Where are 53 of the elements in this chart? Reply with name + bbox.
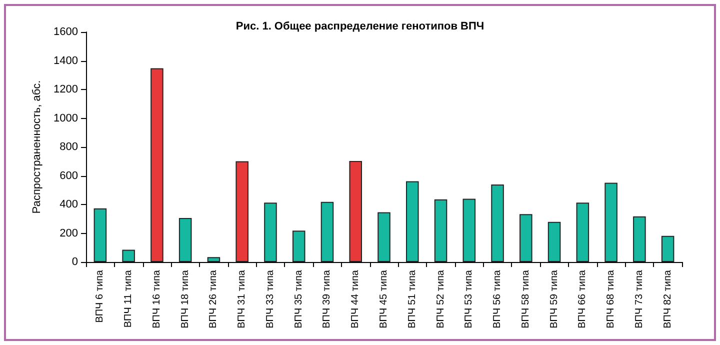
bar xyxy=(349,160,362,262)
x-tick-label: ВПЧ 51 типа xyxy=(406,270,418,328)
x-tick-label: ВПЧ 44 типа xyxy=(350,270,362,328)
y-tick-label: 1400 xyxy=(54,54,78,67)
x-tick-label: ВПЧ 31 типа xyxy=(236,270,248,328)
x-tick-label: ВПЧ 73 типа xyxy=(634,270,645,328)
bar xyxy=(178,218,192,262)
bar xyxy=(122,250,135,262)
x-tick-label: ВПЧ 68 типа xyxy=(606,270,617,328)
x-tick-label: ВПЧ 33 типа xyxy=(264,270,276,328)
bar xyxy=(320,202,334,262)
y-tick-label: 1600 xyxy=(54,26,78,38)
x-tick-label: ВПЧ 26 типа xyxy=(208,270,220,328)
bar xyxy=(292,230,306,262)
x-tick-label: ВПЧ 16 типа xyxy=(151,270,162,328)
bar xyxy=(406,181,419,262)
y-tick-label: 400 xyxy=(60,198,78,210)
x-tick-label: ВПЧ 35 типа xyxy=(293,270,304,328)
bar xyxy=(264,202,277,262)
y-tick-label: 800 xyxy=(60,141,78,153)
x-tick-label: ВПЧ 56 типа xyxy=(492,270,504,328)
bar xyxy=(236,161,248,262)
bar xyxy=(378,212,390,262)
y-tick-label: 600 xyxy=(60,170,78,182)
bar xyxy=(661,236,674,262)
bar xyxy=(462,198,476,262)
x-tick-label: ВПЧ 11 типа xyxy=(123,270,134,328)
bar xyxy=(94,208,107,262)
bar xyxy=(434,199,448,262)
bar xyxy=(633,216,646,262)
x-tick-label: ВПЧ 66 типа xyxy=(577,270,588,328)
x-tick-label: ВПЧ 18 типа xyxy=(180,270,191,328)
bar xyxy=(604,182,618,262)
chart-title: Рис. 1. Общее распределение генотипов ВПЧ xyxy=(236,20,484,32)
x-tick-label: ВПЧ 6 типа xyxy=(94,270,106,323)
x-tick-label: ВПЧ 58 типа xyxy=(520,270,532,328)
bar xyxy=(491,184,504,262)
x-tick-label: ВПЧ 53 типа xyxy=(464,270,475,328)
x-tick-label: ВПЧ 59 типа xyxy=(548,270,560,328)
y-tick-label: 0 xyxy=(72,256,78,268)
x-tick-label: ВПЧ 52 типа xyxy=(435,270,446,328)
y-tick-label: 1000 xyxy=(54,112,78,124)
bar xyxy=(576,202,590,262)
y-tick-label: 200 xyxy=(60,227,78,240)
bar xyxy=(150,68,164,262)
y-axis-title: Распространенность, абс. xyxy=(31,80,44,214)
x-tick-label: ВПЧ 45 типа xyxy=(378,270,390,328)
bar xyxy=(207,257,220,262)
x-tick-label: ВПЧ 39 типа xyxy=(322,270,333,328)
bar xyxy=(548,222,561,262)
y-tick-label: 1200 xyxy=(54,84,78,96)
x-tick-label: ВПЧ 82 типа xyxy=(662,270,674,328)
bar xyxy=(520,214,532,262)
